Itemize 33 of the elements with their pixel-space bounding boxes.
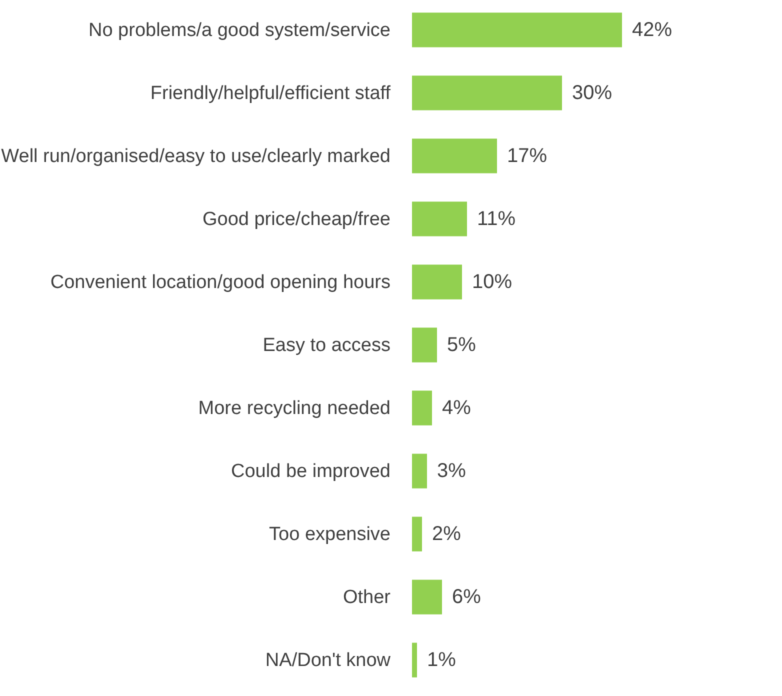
bar (412, 138, 497, 174)
y-tick-label: NA/Don't know (265, 650, 391, 672)
bar (412, 454, 427, 488)
data-label: 42% (632, 18, 672, 41)
y-tick-label: Could be improved (231, 461, 390, 482)
data-label: 3% (437, 460, 466, 482)
y-tick-label: Convenient location/good opening hours (50, 272, 390, 293)
bar (412, 642, 417, 678)
bar (412, 390, 432, 426)
y-tick-label: Friendly/helpful/efficient staff (150, 82, 392, 104)
y-tick-label: Other (342, 587, 392, 608)
bar (412, 516, 422, 552)
bar (412, 12, 622, 48)
data-label: 6% (452, 586, 482, 608)
data-label: 1% (427, 649, 456, 672)
data-label: 30% (572, 82, 612, 104)
bar (412, 202, 467, 236)
bar (412, 264, 462, 300)
y-tick-label: Good price/cheap/free (202, 208, 390, 230)
data-label: 11% (477, 208, 516, 230)
data-label: 10% (472, 270, 512, 293)
data-label: 4% (442, 397, 472, 420)
y-tick-label: Too expensive (269, 524, 390, 546)
data-label: 2% (432, 523, 462, 546)
bar (412, 328, 437, 362)
bar (412, 580, 442, 614)
y-tick-label: No problems/a good system/service (88, 20, 390, 41)
bar (412, 76, 562, 110)
data-label: 17% (507, 144, 548, 167)
y-tick-label: Well run/organised/easy to use/clearly marked (1, 146, 390, 167)
data-label: 5% (447, 334, 476, 356)
y-tick-label: Easy to access (262, 335, 390, 356)
y-tick-label: More recycling needed (198, 398, 390, 420)
